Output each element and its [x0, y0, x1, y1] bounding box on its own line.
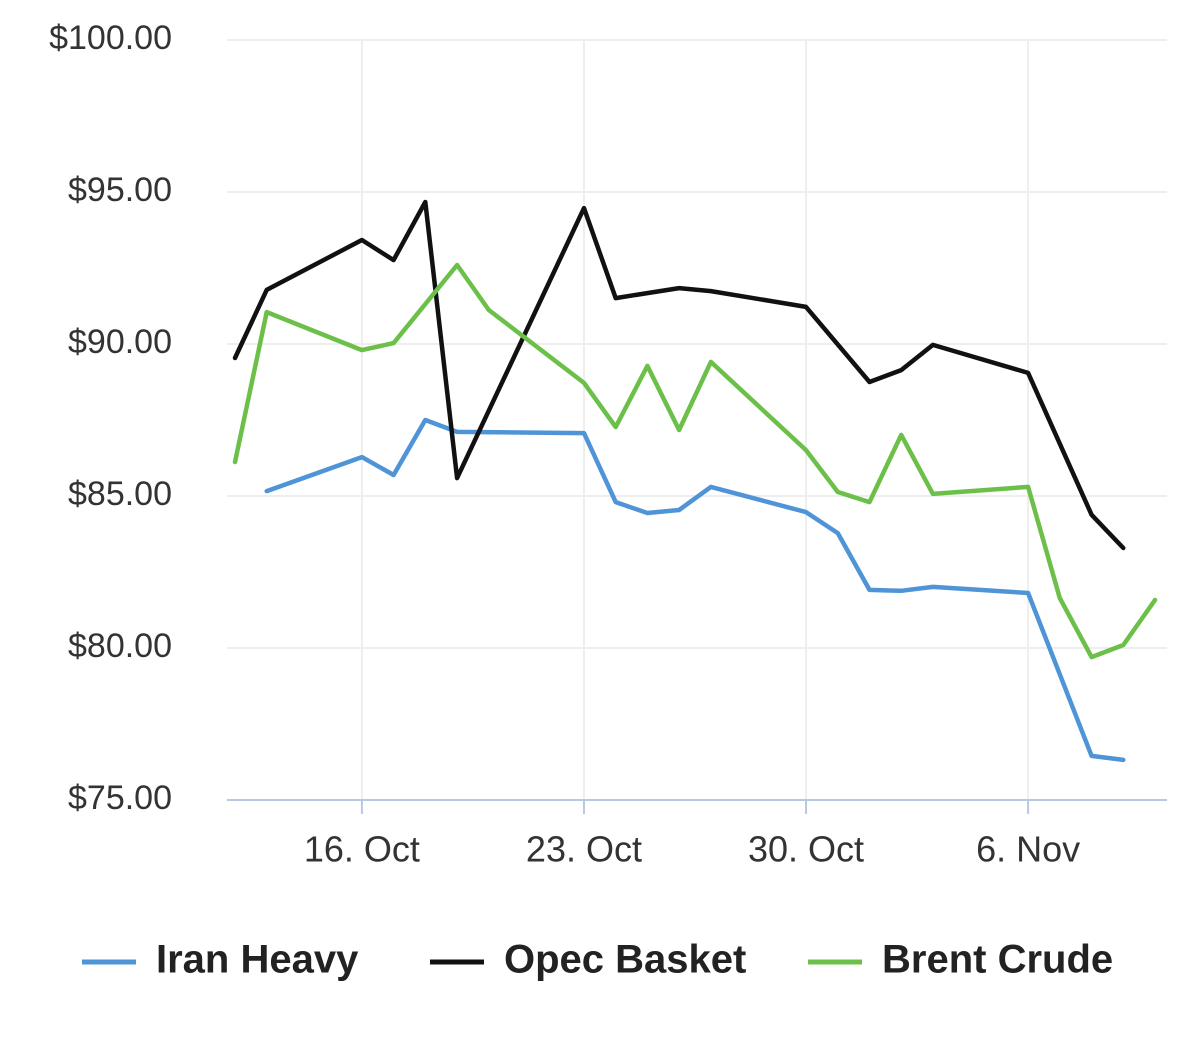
y-tick-label: $100.00	[49, 19, 172, 57]
series-line	[232, 199, 1126, 551]
y-tick-label: $75.00	[68, 779, 172, 817]
legend-label: Brent Crude	[882, 938, 1113, 982]
x-tick-label: 30. Oct	[748, 829, 864, 870]
y-tick-label: $90.00	[68, 323, 172, 361]
series-line	[232, 262, 1158, 660]
x-tick-label: 6. Nov	[976, 829, 1080, 870]
x-tick-label: 23. Oct	[526, 829, 642, 870]
y-tick-label: $85.00	[68, 475, 172, 513]
legend-label: Iran Heavy	[156, 938, 359, 982]
y-tick-label: $95.00	[68, 171, 172, 209]
x-tick-label: 16. Oct	[304, 829, 420, 870]
y-tick-label: $80.00	[68, 627, 172, 665]
legend-label: Opec Basket	[504, 938, 746, 982]
series-line	[264, 417, 1126, 763]
